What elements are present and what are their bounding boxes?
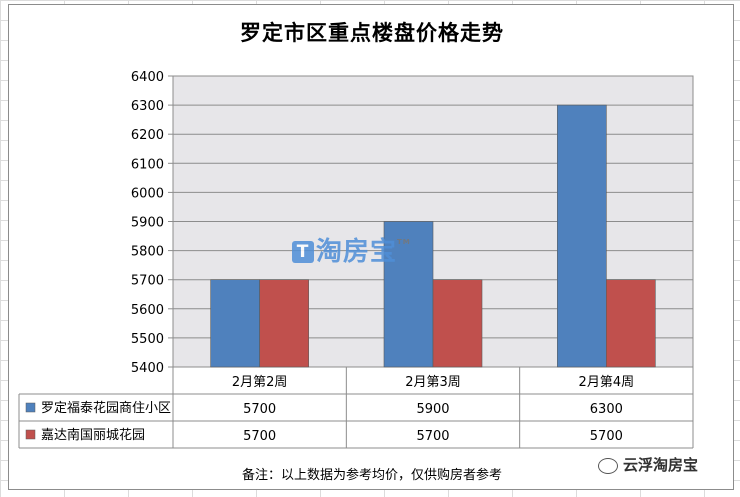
chart-area[interactable]: 罗定市区重点楼盘价格走势 5400 5500 5600 5700 5800 5900 600… — [8, 4, 734, 490]
chart-note: 备注：以上数据为参考均价，仅供购房者参考 — [241, 468, 502, 483]
y-tick-label: 5700 — [131, 274, 164, 289]
y-tick-label: 5900 — [131, 216, 164, 231]
y-tick-label: 6200 — [131, 128, 164, 143]
x-tick-label: 2月第4周 — [579, 375, 635, 390]
bar — [210, 279, 260, 368]
legend-label: 罗定福泰花园商住小区 — [41, 400, 171, 416]
x-tick-label: 2月第3周 — [405, 375, 461, 390]
bar-chart: 5400 5500 5600 5700 5800 5900 6000 6100 6200 6300… — [18, 70, 694, 449]
y-tick-label: 6400 — [131, 70, 164, 85]
bar — [259, 279, 309, 368]
y-tick-label: 6100 — [131, 157, 164, 172]
legend-label: 嘉达南国丽城花园 — [41, 427, 145, 443]
y-tick-label: 5800 — [131, 245, 164, 260]
chart-title: 罗定市区重点楼盘价格走势 — [240, 21, 504, 45]
data-label: 5700 — [243, 429, 276, 444]
data-label: 5700 — [590, 429, 623, 444]
legend-swatch — [25, 402, 36, 413]
bar — [557, 104, 607, 368]
brand-logo-icon: T — [292, 241, 314, 263]
x-tick-label: 2月第2周 — [232, 375, 288, 390]
data-label: 5700 — [416, 429, 449, 444]
brand-watermark: T 淘房宝TM — [292, 231, 411, 268]
y-tick-label: 6300 — [131, 99, 164, 114]
y-tick-label: 5400 — [131, 361, 164, 376]
data-label: 5900 — [416, 402, 449, 417]
y-tick-label: 5600 — [131, 303, 164, 318]
bar — [432, 279, 483, 368]
wechat-watermark: 云浮淘房宝 — [598, 454, 698, 475]
y-tick-label: 5500 — [131, 332, 164, 347]
wechat-icon — [598, 457, 618, 474]
bar — [606, 279, 656, 368]
bar — [383, 221, 434, 368]
y-tick-label: 6000 — [131, 186, 164, 201]
data-label: 5700 — [243, 402, 276, 417]
legend-swatch — [25, 429, 36, 440]
data-label: 6300 — [590, 402, 623, 417]
